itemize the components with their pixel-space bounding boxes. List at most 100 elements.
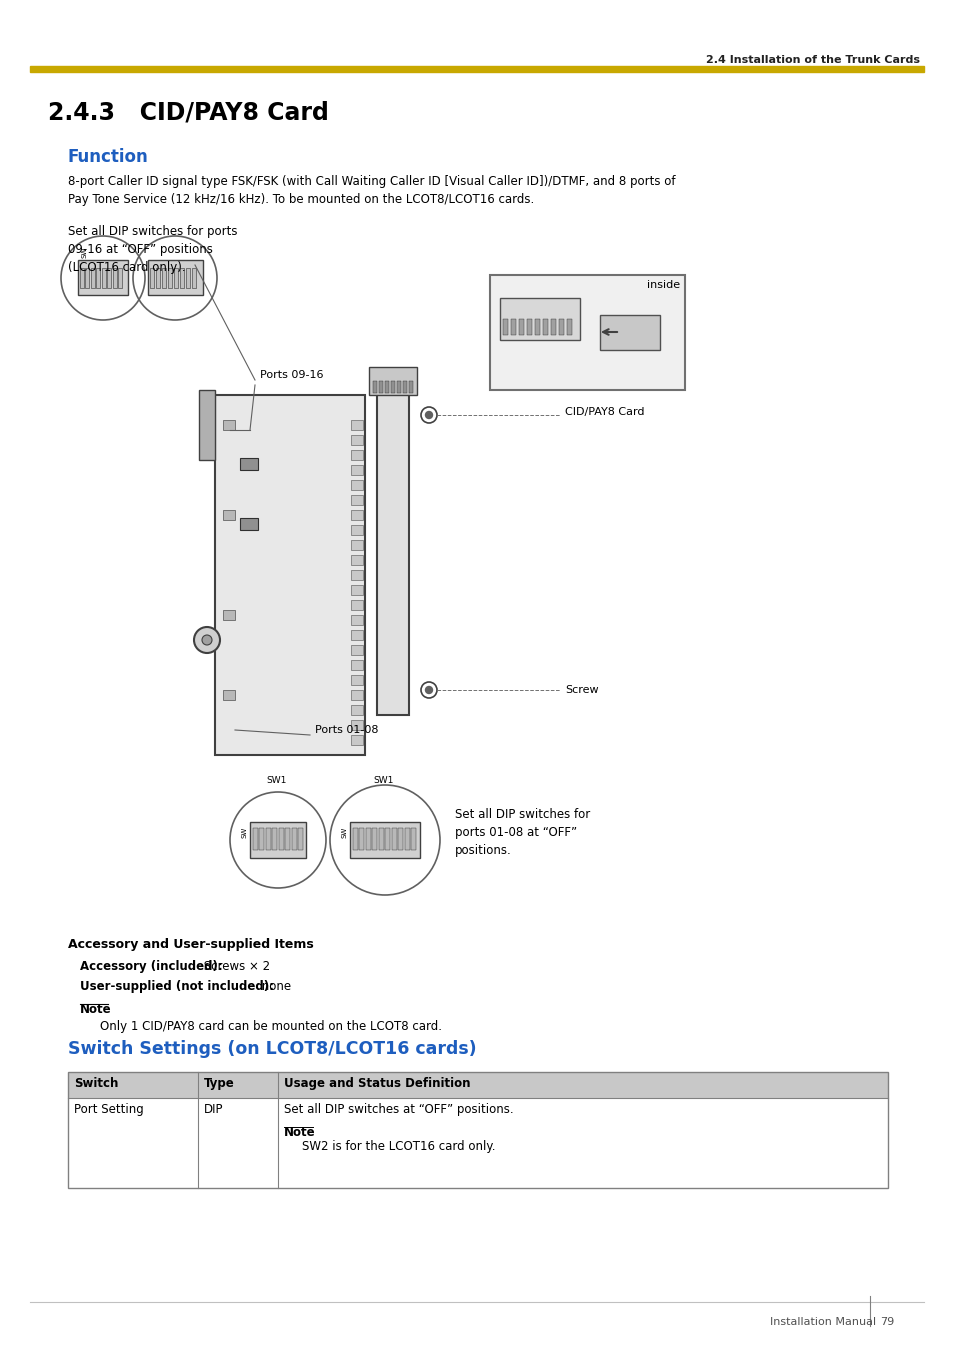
- Text: Accessory and User-supplied Items: Accessory and User-supplied Items: [68, 938, 314, 951]
- Circle shape: [425, 686, 432, 693]
- Circle shape: [420, 682, 436, 698]
- Bar: [551, 319, 556, 335]
- Bar: [240, 458, 257, 470]
- Text: Type: Type: [204, 1077, 234, 1090]
- Bar: [351, 420, 363, 430]
- Bar: [259, 828, 264, 850]
- Bar: [502, 319, 507, 335]
- Bar: [398, 828, 403, 850]
- Bar: [351, 494, 363, 505]
- Bar: [391, 381, 395, 393]
- Bar: [351, 690, 363, 700]
- Text: Set all DIP switches for ports
09-16 at “OFF” positions
(LCOT16 card only).: Set all DIP switches for ports 09-16 at …: [68, 226, 237, 274]
- Bar: [351, 720, 363, 730]
- Text: Usage and Status Definition: Usage and Status Definition: [284, 1077, 470, 1090]
- Bar: [351, 644, 363, 655]
- Bar: [351, 735, 363, 744]
- Bar: [490, 276, 684, 390]
- Text: SW2 is for the LCOT16 card only.: SW2 is for the LCOT16 card only.: [302, 1140, 495, 1152]
- Bar: [402, 381, 407, 393]
- Text: SW: SW: [242, 827, 248, 838]
- Bar: [351, 600, 363, 611]
- Text: 2.4 Installation of the Trunk Cards: 2.4 Installation of the Trunk Cards: [705, 55, 919, 65]
- Text: Screws × 2: Screws × 2: [200, 961, 270, 973]
- Text: Installation Manual: Installation Manual: [769, 1317, 875, 1327]
- Bar: [78, 259, 128, 295]
- Text: Port Setting: Port Setting: [74, 1102, 144, 1116]
- Bar: [385, 381, 389, 393]
- Bar: [369, 367, 416, 394]
- Text: SW: SW: [82, 247, 88, 258]
- Bar: [351, 661, 363, 670]
- Circle shape: [420, 407, 436, 423]
- Bar: [214, 394, 365, 755]
- Bar: [180, 267, 184, 288]
- Bar: [68, 1071, 887, 1188]
- Bar: [278, 828, 284, 850]
- Text: CID/PAY8 Card: CID/PAY8 Card: [564, 407, 644, 417]
- Circle shape: [202, 635, 212, 644]
- Text: 2.4.3   CID/PAY8 Card: 2.4.3 CID/PAY8 Card: [48, 100, 329, 124]
- Bar: [91, 267, 95, 288]
- Bar: [223, 420, 234, 430]
- Bar: [351, 450, 363, 459]
- Text: Accessory (included):: Accessory (included):: [80, 961, 222, 973]
- Bar: [351, 630, 363, 640]
- Bar: [535, 319, 539, 335]
- Bar: [285, 828, 291, 850]
- Bar: [373, 381, 376, 393]
- Bar: [266, 828, 271, 850]
- Bar: [351, 676, 363, 685]
- Bar: [526, 319, 532, 335]
- Bar: [96, 267, 100, 288]
- Bar: [542, 319, 547, 335]
- Bar: [351, 615, 363, 626]
- Bar: [599, 315, 659, 350]
- Bar: [378, 381, 382, 393]
- Text: Note: Note: [284, 1125, 315, 1139]
- Bar: [385, 828, 390, 850]
- Text: Screw: Screw: [564, 685, 598, 694]
- Text: SW1: SW1: [373, 775, 393, 785]
- Text: SW1: SW1: [266, 775, 286, 785]
- Bar: [499, 299, 579, 340]
- Bar: [148, 259, 203, 295]
- Text: inside: inside: [646, 280, 679, 290]
- Circle shape: [193, 627, 220, 653]
- Bar: [372, 828, 377, 850]
- Text: Only 1 CID/PAY8 card can be mounted on the LCOT8 card.: Only 1 CID/PAY8 card can be mounted on t…: [100, 1020, 441, 1034]
- Text: Function: Function: [68, 149, 149, 166]
- Bar: [250, 821, 306, 858]
- Text: none: none: [257, 979, 291, 993]
- Text: Set all DIP switches for
ports 01-08 at “OFF”
positions.: Set all DIP switches for ports 01-08 at …: [455, 808, 590, 857]
- Bar: [405, 828, 410, 850]
- Bar: [351, 509, 363, 520]
- Bar: [353, 828, 357, 850]
- Text: Set all DIP switches at “OFF” positions.: Set all DIP switches at “OFF” positions.: [284, 1102, 513, 1116]
- Bar: [411, 828, 416, 850]
- Bar: [150, 267, 154, 288]
- Bar: [199, 390, 214, 459]
- Bar: [351, 480, 363, 490]
- Bar: [223, 690, 234, 700]
- Bar: [30, 66, 923, 72]
- Circle shape: [425, 412, 432, 419]
- Text: 8-port Caller ID signal type FSK/FSK (with Call Waiting Caller ID [Visual Caller: 8-port Caller ID signal type FSK/FSK (wi…: [68, 176, 675, 205]
- Text: SW: SW: [341, 827, 348, 838]
- Bar: [351, 435, 363, 444]
- Bar: [376, 390, 409, 715]
- Bar: [351, 465, 363, 476]
- Text: Ports 01-08: Ports 01-08: [314, 725, 378, 735]
- Bar: [351, 585, 363, 594]
- Bar: [566, 319, 572, 335]
- Bar: [558, 319, 563, 335]
- Bar: [392, 828, 396, 850]
- Bar: [108, 267, 112, 288]
- Text: 79: 79: [879, 1317, 893, 1327]
- Text: Switch: Switch: [74, 1077, 118, 1090]
- Bar: [102, 267, 106, 288]
- Bar: [518, 319, 523, 335]
- Text: Note: Note: [80, 1002, 112, 1016]
- Bar: [192, 267, 196, 288]
- Bar: [351, 555, 363, 565]
